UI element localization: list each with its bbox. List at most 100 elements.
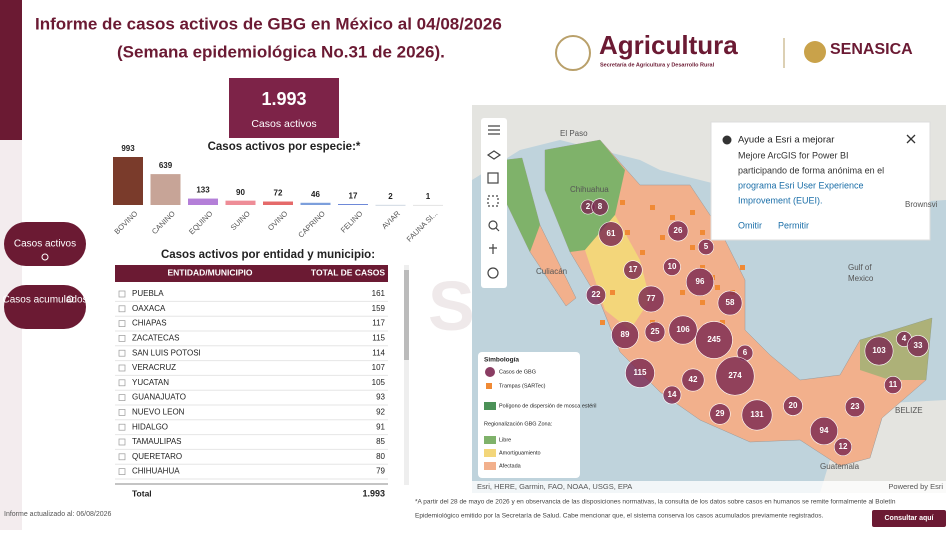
trap-marker — [700, 230, 705, 235]
case-bubble[interactable] — [685, 267, 715, 297]
case-label: 25 — [651, 327, 660, 336]
footnote: *A partir del 28 de mayo de 2026 y en ob… — [415, 499, 896, 506]
case-label: 23 — [851, 402, 860, 411]
case-bubble[interactable] — [591, 198, 609, 216]
legend-item: Casos de GBG — [499, 369, 536, 375]
expand-box[interactable] — [118, 364, 126, 372]
case-bubble[interactable] — [809, 416, 839, 446]
bar-value-label: 2 — [388, 192, 393, 201]
button-label[interactable]: Casos acumulados — [2, 295, 87, 306]
brand-sub: Secretaría de Agricultura y Desarrollo R… — [600, 62, 715, 68]
case-label: 58 — [726, 298, 735, 307]
case-label: 5 — [704, 242, 709, 251]
case-bubble[interactable] — [598, 221, 624, 247]
bar — [338, 204, 368, 205]
case-bubble[interactable] — [697, 238, 715, 256]
expand-box[interactable] — [118, 290, 126, 298]
info-icon — [722, 135, 732, 145]
table-cell: ZACATECAS — [132, 334, 179, 343]
table-cell: PUEBLA — [132, 289, 164, 298]
legend-title: Simbología — [484, 357, 519, 364]
bar — [413, 204, 443, 206]
case-bubble[interactable] — [663, 258, 681, 276]
table-cell: 79 — [376, 467, 385, 476]
case-bubble[interactable] — [668, 315, 698, 345]
bar-value-label: 72 — [274, 189, 283, 198]
case-bubble[interactable] — [695, 321, 733, 359]
case-bubble[interactable] — [644, 321, 666, 343]
case-bubble[interactable] — [611, 321, 639, 349]
expand-box[interactable] — [118, 409, 126, 416]
legend-item: Trampas (SARTec) — [499, 383, 546, 389]
table-title: Casos activos por entidad y municipio: — [161, 249, 375, 261]
button-label[interactable]: Casos activos — [14, 239, 76, 250]
case-bubble[interactable] — [833, 437, 853, 457]
case-bubble[interactable] — [662, 385, 682, 405]
toolbar-icons — [486, 125, 502, 279]
case-bubble[interactable] — [715, 356, 755, 396]
legend-zone-title: Regionalización GBG Zona: — [484, 421, 553, 427]
bar-value-label: 639 — [159, 161, 173, 170]
table-scroll-thumb[interactable] — [404, 270, 409, 360]
button-accumulated-cases[interactable] — [4, 285, 86, 329]
case-bubble[interactable] — [907, 335, 929, 357]
expand-box[interactable] — [118, 335, 126, 342]
expand-box[interactable] — [118, 349, 126, 357]
popup-action[interactable]: Omitir — [738, 220, 762, 230]
case-bubble[interactable] — [667, 220, 689, 242]
popup-action[interactable]: Permitir — [778, 220, 809, 230]
case-bubble[interactable] — [625, 358, 655, 388]
expand-box[interactable] — [118, 438, 126, 446]
case-bubble[interactable] — [585, 284, 607, 306]
map-toolbar[interactable] — [481, 118, 507, 288]
place-label: Gulf of — [848, 263, 872, 272]
expand-box[interactable] — [118, 320, 126, 327]
table-cell: 91 — [376, 422, 385, 431]
expand-box[interactable] — [118, 379, 126, 387]
consult-button[interactable] — [872, 510, 946, 527]
brand: Agricultura — [599, 30, 738, 60]
case-bubble[interactable] — [741, 399, 773, 431]
case-label: 33 — [914, 341, 923, 350]
trap-marker — [700, 265, 705, 270]
map-central-america — [820, 400, 946, 493]
case-label: 8 — [598, 202, 603, 211]
case-bubble[interactable] — [623, 260, 643, 280]
expand-box[interactable] — [118, 423, 126, 431]
case-label: 20 — [789, 401, 798, 410]
case-bubble[interactable] — [717, 290, 743, 316]
case-label: 26 — [674, 226, 683, 235]
legend-item: Polígono de dispersión de mosca estéril — [499, 403, 597, 409]
case-bubble[interactable] — [844, 396, 866, 418]
case-label: 2 — [586, 202, 591, 211]
case-label: 61 — [607, 229, 616, 238]
button-active-cases[interactable] — [4, 222, 86, 266]
updated-text: Informe actualizado al: 06/08/2026 — [4, 511, 112, 518]
case-bubble[interactable] — [864, 336, 894, 366]
table-cell: 114 — [372, 348, 385, 357]
expand-box[interactable] — [118, 305, 126, 313]
trap-marker — [680, 290, 685, 295]
case-bubble[interactable] — [783, 396, 803, 416]
trap-marker — [600, 320, 605, 325]
expand-box[interactable] — [118, 394, 126, 401]
table-cell: 93 — [376, 393, 385, 402]
consult-label[interactable]: Consultar aquí — [884, 515, 934, 522]
bar — [150, 174, 181, 205]
subtitle: (Semana epidemiológica No.31 de 2026). — [117, 42, 445, 61]
case-bubble[interactable] — [709, 403, 731, 425]
case-bubble[interactable] — [681, 368, 705, 392]
expand-box[interactable] — [118, 468, 126, 475]
kpi-card — [229, 78, 339, 138]
case-label: 245 — [707, 335, 721, 344]
popup-text: programa Esri User Experience — [738, 180, 864, 190]
case-bubble[interactable] — [637, 285, 665, 313]
bar-value-label: 17 — [349, 191, 358, 200]
case-bubble[interactable] — [884, 376, 902, 394]
table-cell: GUANAJUATO — [132, 393, 186, 402]
popup-close[interactable] — [906, 134, 916, 144]
expand-box[interactable] — [118, 453, 126, 461]
bar-value-label: 46 — [311, 190, 320, 199]
bar — [375, 204, 406, 206]
legend-affected-symbol — [484, 462, 496, 470]
